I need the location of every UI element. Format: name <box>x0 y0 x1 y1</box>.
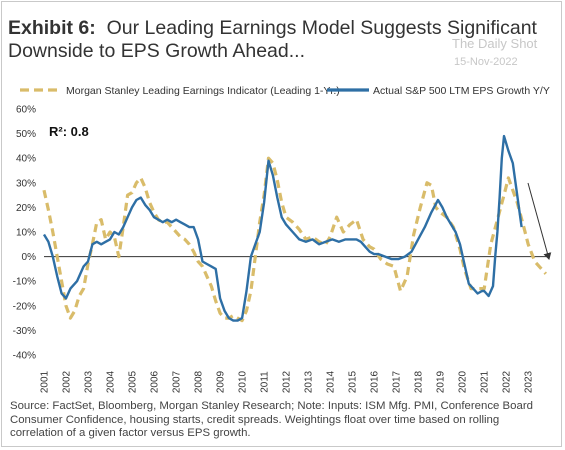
series-line-leading <box>42 156 547 323</box>
x-tick-label: 2002 <box>62 370 73 393</box>
watermark-source: The Daily Shot <box>452 36 538 51</box>
y-tick-label: -20% <box>13 301 36 312</box>
y-tick-label: 40% <box>16 154 36 165</box>
x-tick-label: 2023 <box>524 370 535 393</box>
downside-arrow <box>527 182 552 260</box>
x-tick-label: 2010 <box>238 370 249 393</box>
legend-label-actual: Actual S&P 500 LTM EPS Growth Y/Y <box>373 85 550 97</box>
y-tick-label: 10% <box>16 228 36 239</box>
x-tick-label: 2021 <box>480 370 491 393</box>
x-axis: 2001 2002 2003 2004 2005 2006 2007 2008 2009 2010… <box>40 370 535 393</box>
y-axis: -40% -30% -20% -10% 0% 10% 20% 30% 40% 50% 60% <box>13 105 36 362</box>
x-tick-label: 2008 <box>194 370 205 393</box>
x-tick-label: 2006 <box>150 370 161 393</box>
watermark-date: 15-Nov-2022 <box>454 56 518 68</box>
chart-svg: Morgan Stanley Leading Earnings Indicato… <box>13 85 552 393</box>
legend: Morgan Stanley Leading Earnings Indicato… <box>20 85 550 97</box>
r-squared-annotation: R²: 0.8 <box>49 124 89 139</box>
x-tick-label: 2016 <box>370 370 381 393</box>
series-line-actual <box>42 134 523 322</box>
x-tick-label: 2007 <box>172 370 183 393</box>
y-tick-label: 60% <box>16 105 36 116</box>
x-tick-label: 2015 <box>348 370 359 393</box>
title-text: Our Leading Earnings Model Suggests Sign… <box>8 17 537 62</box>
legend-label-leading: Morgan Stanley Leading Earnings Indicato… <box>66 85 340 97</box>
y-tick-label: -30% <box>13 326 36 337</box>
x-tick-label: 2011 <box>260 371 271 393</box>
y-tick-label: -40% <box>13 351 36 362</box>
x-tick-label: 2012 <box>282 370 293 393</box>
chart-title: Exhibit 6: Our Leading Earnings Model Su… <box>8 17 560 63</box>
y-tick-label: 50% <box>16 129 36 140</box>
y-tick-label: -10% <box>13 277 36 288</box>
y-tick-label: 0% <box>22 252 37 263</box>
x-tick-label: 2013 <box>304 370 315 393</box>
x-tick-label: 2020 <box>458 370 469 393</box>
x-tick-label: 2004 <box>106 370 117 393</box>
series-layer <box>42 134 547 323</box>
x-tick-label: 2022 <box>502 370 513 393</box>
x-tick-label: 2003 <box>84 370 95 393</box>
x-tick-label: 2009 <box>216 370 227 393</box>
source-note: Source: FactSet, Bloomberg, Morgan Stanl… <box>10 400 533 439</box>
y-tick-label: 20% <box>16 203 36 214</box>
x-tick-label: 2014 <box>326 370 337 393</box>
x-tick-label: 2019 <box>436 370 447 393</box>
exhibit-label: Exhibit 6: <box>8 17 96 39</box>
y-tick-label: 30% <box>16 178 36 189</box>
x-tick-label: 2018 <box>414 370 425 393</box>
x-tick-label: 2005 <box>128 370 139 393</box>
x-tick-label: 2017 <box>392 370 403 393</box>
x-tick-label: 2001 <box>40 370 51 393</box>
